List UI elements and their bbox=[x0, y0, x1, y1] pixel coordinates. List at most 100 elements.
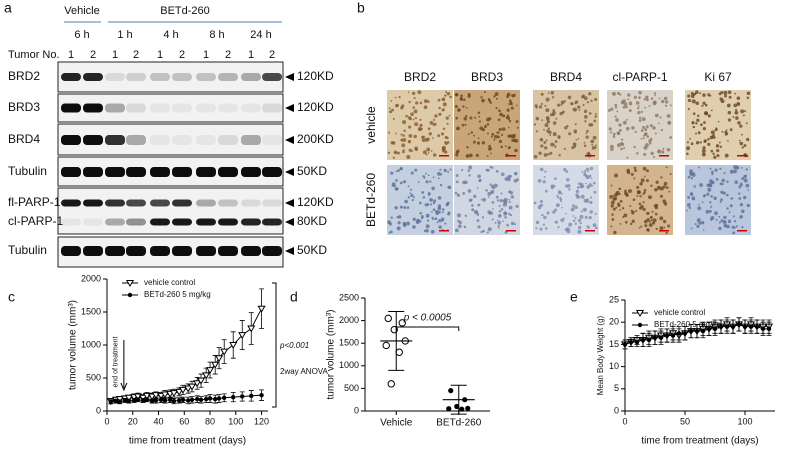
cell bbox=[477, 225, 481, 229]
cell bbox=[648, 105, 651, 107]
cell bbox=[473, 134, 475, 137]
cell bbox=[543, 176, 546, 179]
cell bbox=[612, 194, 616, 197]
cell bbox=[497, 220, 501, 225]
cell bbox=[623, 147, 626, 150]
cell bbox=[554, 220, 558, 224]
cell bbox=[653, 203, 658, 208]
cell bbox=[391, 108, 395, 112]
y-tick-label: 15 bbox=[609, 339, 619, 349]
cell bbox=[418, 127, 422, 132]
row-label: cl-PARP-1 bbox=[8, 214, 63, 228]
cell bbox=[505, 115, 510, 120]
cell bbox=[723, 171, 726, 175]
marker bbox=[754, 324, 760, 329]
cell bbox=[696, 224, 700, 229]
cell bbox=[434, 217, 438, 221]
cell bbox=[510, 106, 514, 110]
y-tick-label: 1000 bbox=[339, 360, 359, 370]
band bbox=[196, 167, 216, 177]
cell bbox=[585, 200, 588, 203]
cell bbox=[732, 215, 735, 218]
cell bbox=[710, 109, 713, 112]
cell bbox=[699, 183, 703, 187]
cell bbox=[440, 173, 443, 176]
cell bbox=[642, 137, 645, 140]
cell bbox=[496, 219, 499, 222]
cell bbox=[661, 150, 665, 154]
cell bbox=[454, 191, 458, 195]
cell bbox=[429, 198, 433, 202]
cell bbox=[649, 124, 653, 128]
cell bbox=[436, 172, 441, 176]
cell bbox=[640, 225, 643, 228]
cell bbox=[486, 231, 489, 234]
cell bbox=[556, 196, 560, 199]
marker bbox=[212, 396, 218, 402]
band bbox=[126, 246, 146, 256]
cell bbox=[574, 216, 577, 219]
cell bbox=[728, 211, 731, 214]
cell bbox=[443, 168, 447, 173]
cell bbox=[610, 225, 613, 228]
cell bbox=[644, 106, 647, 109]
marker bbox=[175, 388, 184, 396]
cell bbox=[742, 114, 745, 117]
cell bbox=[718, 215, 721, 218]
cell bbox=[745, 122, 748, 125]
cell bbox=[611, 213, 614, 216]
cell bbox=[413, 196, 415, 199]
panel-label: b bbox=[357, 0, 365, 16]
cell bbox=[740, 182, 743, 184]
cell bbox=[697, 131, 701, 135]
cell bbox=[668, 121, 671, 124]
cell bbox=[582, 104, 585, 107]
marker bbox=[176, 398, 182, 403]
cell bbox=[568, 188, 571, 191]
cell bbox=[502, 202, 507, 207]
cell bbox=[441, 145, 446, 150]
cell bbox=[442, 127, 446, 131]
cell bbox=[508, 205, 513, 210]
cell bbox=[633, 177, 636, 180]
cell bbox=[539, 227, 543, 231]
cell bbox=[426, 137, 430, 141]
time-label: 6 h bbox=[74, 29, 89, 41]
band bbox=[83, 73, 103, 81]
cell bbox=[721, 178, 725, 183]
marker bbox=[198, 397, 204, 402]
cell bbox=[654, 212, 658, 216]
band bbox=[150, 199, 170, 207]
cell bbox=[640, 178, 645, 183]
cell bbox=[733, 169, 737, 174]
cell bbox=[585, 182, 587, 185]
cell bbox=[652, 218, 657, 223]
cell bbox=[506, 95, 510, 99]
band bbox=[61, 167, 81, 177]
cell bbox=[615, 206, 618, 209]
cell bbox=[489, 183, 492, 186]
marker bbox=[194, 396, 200, 402]
cell bbox=[616, 143, 621, 148]
cell bbox=[704, 103, 708, 107]
column-label: BRD3 bbox=[471, 70, 503, 84]
cell bbox=[516, 178, 519, 181]
ihc-background bbox=[387, 165, 453, 235]
cell bbox=[578, 218, 582, 222]
cell bbox=[571, 209, 574, 212]
cell bbox=[637, 190, 641, 195]
tumor-number: 2 bbox=[90, 49, 96, 61]
cell bbox=[609, 131, 613, 134]
cell bbox=[403, 129, 406, 132]
marker bbox=[203, 396, 209, 402]
band bbox=[241, 167, 261, 177]
cell bbox=[455, 153, 459, 157]
cell bbox=[566, 183, 571, 188]
cell bbox=[467, 133, 470, 135]
cell bbox=[509, 174, 512, 178]
band bbox=[61, 199, 81, 207]
cell bbox=[498, 210, 502, 213]
size-arrow bbox=[285, 168, 294, 176]
time-label: 1 h bbox=[117, 29, 132, 41]
